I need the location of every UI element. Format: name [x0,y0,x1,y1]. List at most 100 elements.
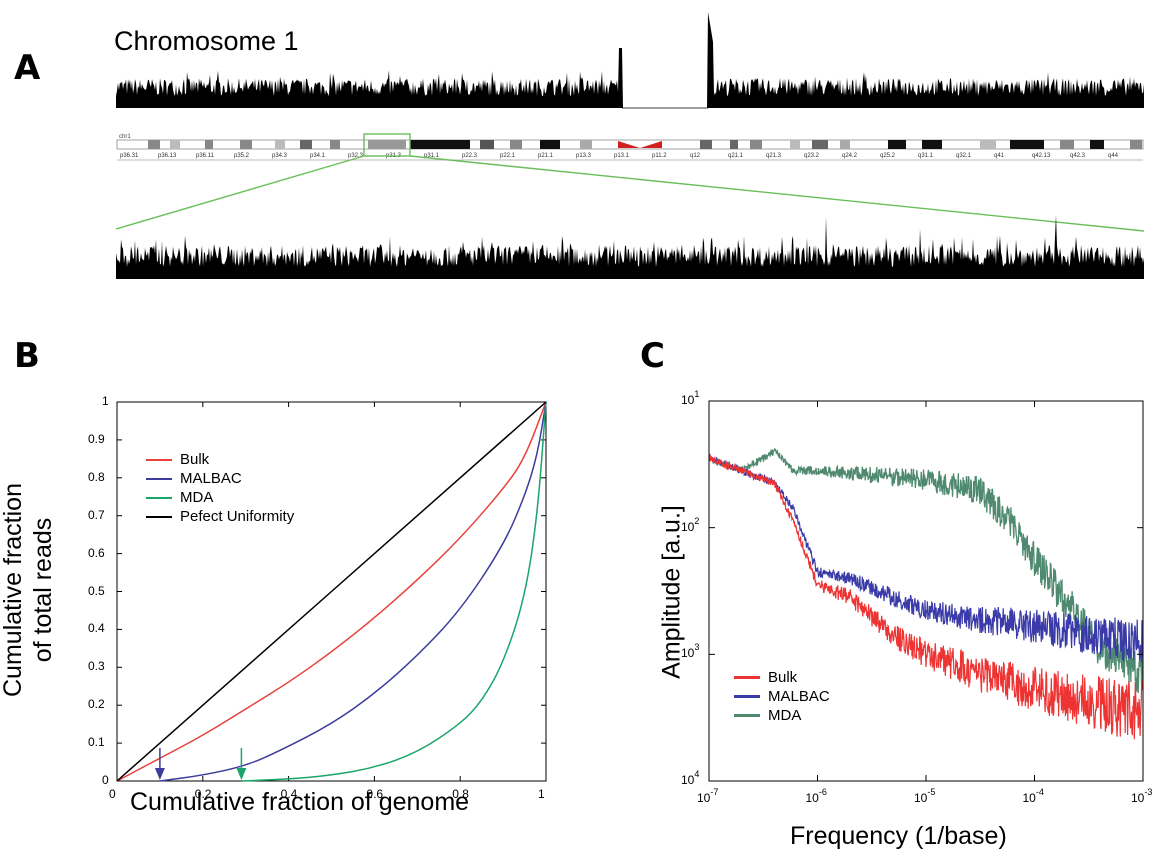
x-tick-label: 0.4 [280,787,298,801]
legend-label: MDA [768,707,802,724]
panel-c-xlabel: Frequency (1/base) [790,822,1007,850]
y-tick-label: 0.2 [88,697,105,712]
ideogram-band [275,140,285,149]
coverage-track-chromosome [116,12,1144,108]
ideogram-band-label: p21.1 [538,153,554,159]
ideogram-band [540,140,560,149]
x-tick-label: 0.6 [366,787,384,801]
ideogram-band-label: q25.2 [880,153,896,159]
ideogram-band [410,140,470,149]
ideogram-band [888,140,906,149]
series-line-malbac [159,401,547,782]
coverage-track-zoomed [116,215,1144,279]
series-line-pefect-uniformity [116,401,547,782]
legend-label: MALBAC [180,470,242,487]
y-tick-label: 102 [681,515,700,534]
legend-b-uniform: Pefect Uniformity [146,507,294,526]
panel-b-ylabel: Cumulative fraction of total reads [0,483,58,697]
ideogram-band-label: p13.3 [576,153,592,159]
legend-label: Bulk [768,669,798,686]
ideogram-band-label: q21.3 [766,153,782,159]
panel-b-plot [116,401,547,782]
ideogram-band [1130,140,1142,149]
panel-b-ylabel-line1: Cumulative fraction [0,483,27,697]
legend-label: MALBAC [768,688,830,705]
ideogram-band [1060,140,1074,149]
ideogram-band-label: p35.2 [234,153,250,159]
legend-swatch [734,695,760,698]
ideogram-band [480,140,494,149]
ideogram-band-label: p11.2 [652,153,667,159]
ideogram-band-label: q24.2 [842,153,858,159]
x-tick-label: 10-4 [1022,787,1044,805]
ideogram-band-label: q42.13 [1032,153,1051,159]
legend-swatch [146,496,172,499]
ideogram-band [170,140,180,149]
panel-c-letter: C [640,336,665,376]
ideogram-band [840,140,850,149]
x-tick-label: 0.2 [194,787,212,801]
panel-b-xlabel: Cumulative fraction of genome [130,788,470,816]
y-tick-label: 0.8 [88,469,105,484]
panel-a-letter: A [14,48,41,88]
x-tick-label: 10-7 [697,787,719,805]
legend-swatch [146,458,172,461]
panel-b-letter: B [14,336,40,376]
ideogram-outline [116,139,1144,150]
ideogram-band [300,140,312,149]
y-tick-label: 0.5 [88,583,105,598]
arrow-head [154,768,165,780]
legend-b-bulk: Bulk [146,450,294,469]
x-tick-label: 10-5 [914,787,936,805]
legend-label: Bulk [180,451,210,468]
ideogram-band-label: p36.31 [120,153,139,159]
ideogram-band-label: p13.1 [614,153,630,159]
legend-swatch [734,676,760,679]
panel-b-legend: Bulk MALBAC MDA Pefect Uniformity [146,450,294,526]
ideogram-band [148,140,160,149]
ideogram-band-label: p22.1 [500,153,516,159]
ideogram-band-label: p32.3 [348,153,364,159]
ideogram-band [205,140,213,149]
ideogram-band-label: p31.1 [424,153,440,159]
x-tick-label: 10-3 [1131,787,1153,805]
ideogram-band [922,140,942,149]
x-tick-label: 10-6 [805,787,827,805]
y-tick-label: 1 [102,394,109,408]
ideogram-band-label: q32.1 [956,153,972,159]
ideogram-band [330,140,340,149]
legend-b-mda: MDA [146,488,294,507]
series-line-mda [241,401,547,782]
arrow-head [236,768,247,780]
chromosome-title: Chromosome 1 [114,26,299,56]
ideogram-band [790,140,800,149]
ideogram-band [1010,140,1044,149]
ideogram-band [368,140,406,149]
y-tick-label: 0.3 [88,659,105,674]
ideogram-band-label: q31.1 [918,153,934,159]
ideogram-band [750,140,762,149]
x-tick-label: 1 [538,787,545,801]
y-tick-label: 0.4 [88,621,105,636]
ideogram-band-label: q23.2 [804,153,820,159]
panel-c-legend: Bulk MALBAC MDA [734,668,830,725]
legend-c-malbac: MALBAC [734,687,830,706]
ideogram-band-label: p34.1 [310,153,326,159]
x-tick-label: 0 [109,787,116,801]
series-line-malbac [709,453,1143,663]
chromosome-ideogram: chr1 p36.31 p36.13 p36.11 p35.2 p34.3 p34.1 p32… [116,134,1144,161]
ideogram-band [700,140,712,149]
y-tick-label: 104 [681,769,700,787]
series-line-mda [709,447,1143,694]
ideogram-band-label: q12 [690,153,701,159]
series-line-bulk [116,401,547,782]
series-line-bulk [709,454,1143,740]
y-tick-label: 0 [102,773,109,787]
ideogram-band [980,140,996,149]
y-tick-label: 101 [681,389,700,407]
ideogram-band-label: p34.3 [272,153,288,159]
y-tick-label: 0.7 [88,507,105,522]
centromere-marker [640,141,662,148]
ideogram-band [730,140,738,149]
